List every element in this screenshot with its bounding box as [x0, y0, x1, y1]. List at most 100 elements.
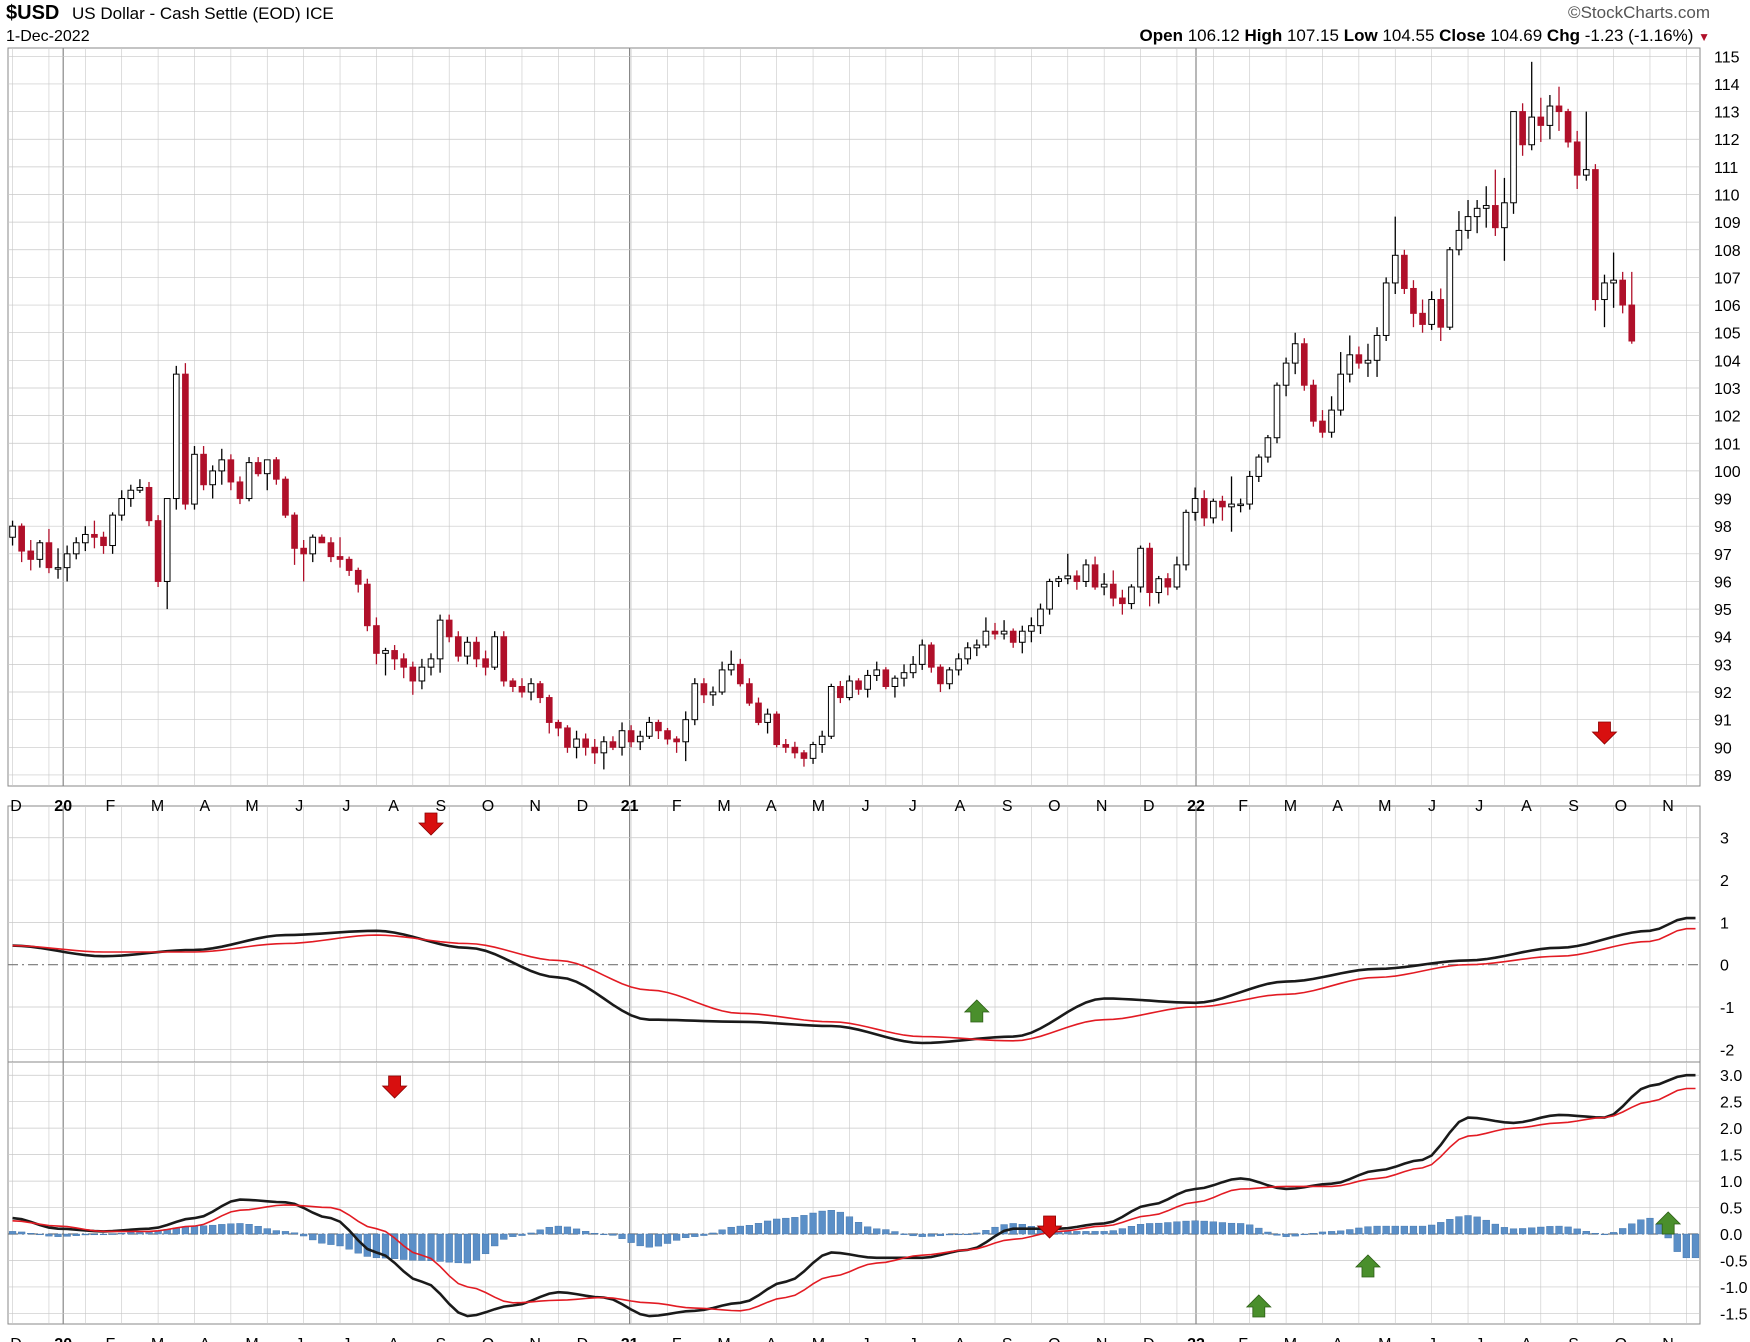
candle-body [864, 674, 871, 690]
candle-body [746, 683, 753, 704]
buy-signal-arrow [1355, 1254, 1381, 1278]
histogram-bar [18, 1231, 26, 1235]
histogram-bar [518, 1233, 526, 1236]
histogram-bar [618, 1233, 626, 1239]
histogram-bar [99, 1233, 108, 1236]
y-tick-label: 89 [1714, 768, 1732, 785]
sell-signal-arrow [418, 812, 444, 836]
candle-body [682, 719, 690, 743]
histogram-bar [1537, 1226, 1545, 1235]
candle-body [818, 735, 826, 746]
candle-body [991, 630, 999, 635]
candle-body [1300, 343, 1308, 386]
y-tick-label: 101 [1714, 436, 1741, 453]
histogram-bar [309, 1233, 317, 1241]
histogram-bar [918, 1233, 926, 1237]
candle-body [445, 619, 453, 638]
y-tick-label: 105 [1714, 326, 1741, 343]
histogram-bar [1164, 1222, 1172, 1235]
candle-body [418, 666, 426, 682]
y-tick-label: 1 [1720, 915, 1729, 932]
histogram-bar [1373, 1225, 1381, 1235]
histogram-bar [545, 1226, 553, 1235]
candle-body [609, 741, 617, 748]
histogram-bar [1218, 1222, 1227, 1235]
candle-body [1173, 564, 1181, 588]
chg-label: Chg [1546, 26, 1580, 45]
candle-body [1492, 205, 1499, 229]
x-tick-label: O [482, 1336, 494, 1342]
candle-body [846, 680, 853, 699]
histogram-bar [372, 1233, 381, 1259]
histogram-bar [45, 1233, 53, 1237]
histogram-bar [1619, 1228, 1627, 1235]
x-tick-label: M [717, 1336, 730, 1342]
y-tick-label: -2 [1720, 1042, 1734, 1059]
y-tick-label: -1.5 [1720, 1306, 1748, 1323]
y-tick-label: 96 [1714, 574, 1732, 591]
candle-body [545, 697, 553, 723]
candle-body [591, 746, 599, 754]
histogram-bar [1282, 1233, 1290, 1237]
histogram-bar [345, 1233, 353, 1250]
x-tick-label: A [766, 798, 777, 815]
histogram-bar [663, 1233, 672, 1244]
x-tick-label: N [529, 1336, 541, 1342]
candle-body [1501, 202, 1508, 229]
histogram-bar [1428, 1224, 1436, 1235]
candle-body [827, 685, 835, 737]
histogram-bar [336, 1233, 344, 1247]
candle-body [18, 525, 25, 552]
histogram-bar [682, 1233, 690, 1238]
signal-line [12, 1087, 1696, 1312]
histogram-bar [254, 1226, 262, 1235]
x-tick-label: J [342, 1336, 350, 1342]
candle-body [1482, 205, 1490, 209]
histogram-bar [1246, 1224, 1254, 1235]
histogram-bar [973, 1232, 981, 1235]
candle-body [764, 713, 771, 723]
histogram-bar [1200, 1220, 1208, 1235]
histogram-bar [1464, 1215, 1472, 1235]
x-tick-label: S [435, 798, 446, 815]
histogram-bar [691, 1233, 699, 1237]
x-tick-label: N [1662, 798, 1674, 815]
x-tick-label: F [106, 798, 116, 815]
histogram-bar [1073, 1231, 1081, 1235]
histogram-bar [500, 1233, 508, 1240]
histogram-bar [1682, 1233, 1690, 1259]
x-tick-label: D [10, 1336, 22, 1342]
candle-body [63, 553, 71, 569]
histogram-bar [1555, 1225, 1563, 1235]
histogram-bar [463, 1233, 471, 1264]
candle-body [1264, 437, 1272, 458]
histogram-bar [864, 1226, 872, 1235]
candle-body [263, 459, 271, 475]
candle-body [1055, 578, 1062, 582]
x-tick-label: 20 [54, 1336, 72, 1342]
candle-body [45, 542, 53, 569]
histogram-bar [1109, 1230, 1117, 1235]
candle-body [973, 644, 981, 649]
panel-frame [7, 47, 1701, 787]
histogram-bar [627, 1233, 635, 1243]
histogram-bar [1409, 1225, 1418, 1235]
y-tick-label: 98 [1714, 519, 1732, 536]
histogram-bar [1309, 1233, 1317, 1235]
histogram-bar [964, 1233, 972, 1236]
x-tick-label: N [1662, 1336, 1674, 1342]
y-tick-label: 102 [1714, 409, 1741, 426]
candle-body [1310, 384, 1317, 422]
x-tick-label: A [1521, 1336, 1532, 1342]
open-label: Open [1139, 26, 1183, 45]
x-tick-label: S [1568, 1336, 1579, 1342]
histogram-bar [1564, 1226, 1572, 1235]
candle-body [1391, 254, 1399, 284]
candle-body [1082, 564, 1090, 582]
candle-body [1191, 498, 1199, 513]
histogram-bar [327, 1233, 335, 1245]
candle-body [1528, 116, 1536, 146]
y-tick-label: 111 [1714, 160, 1738, 177]
histogram-bar [1600, 1233, 1609, 1236]
